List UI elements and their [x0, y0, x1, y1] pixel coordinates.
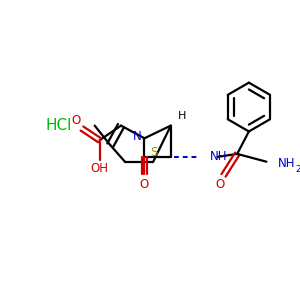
Text: 2: 2 [296, 165, 300, 174]
Text: NH: NH [210, 150, 227, 163]
Text: O: O [71, 114, 81, 127]
Text: O: O [140, 178, 149, 191]
Text: S: S [151, 146, 158, 159]
Text: N: N [133, 130, 142, 143]
Text: OH: OH [91, 162, 109, 175]
Text: HCl: HCl [45, 118, 72, 133]
Text: O: O [215, 178, 224, 191]
Text: H: H [178, 111, 187, 121]
Text: NH: NH [278, 157, 296, 170]
